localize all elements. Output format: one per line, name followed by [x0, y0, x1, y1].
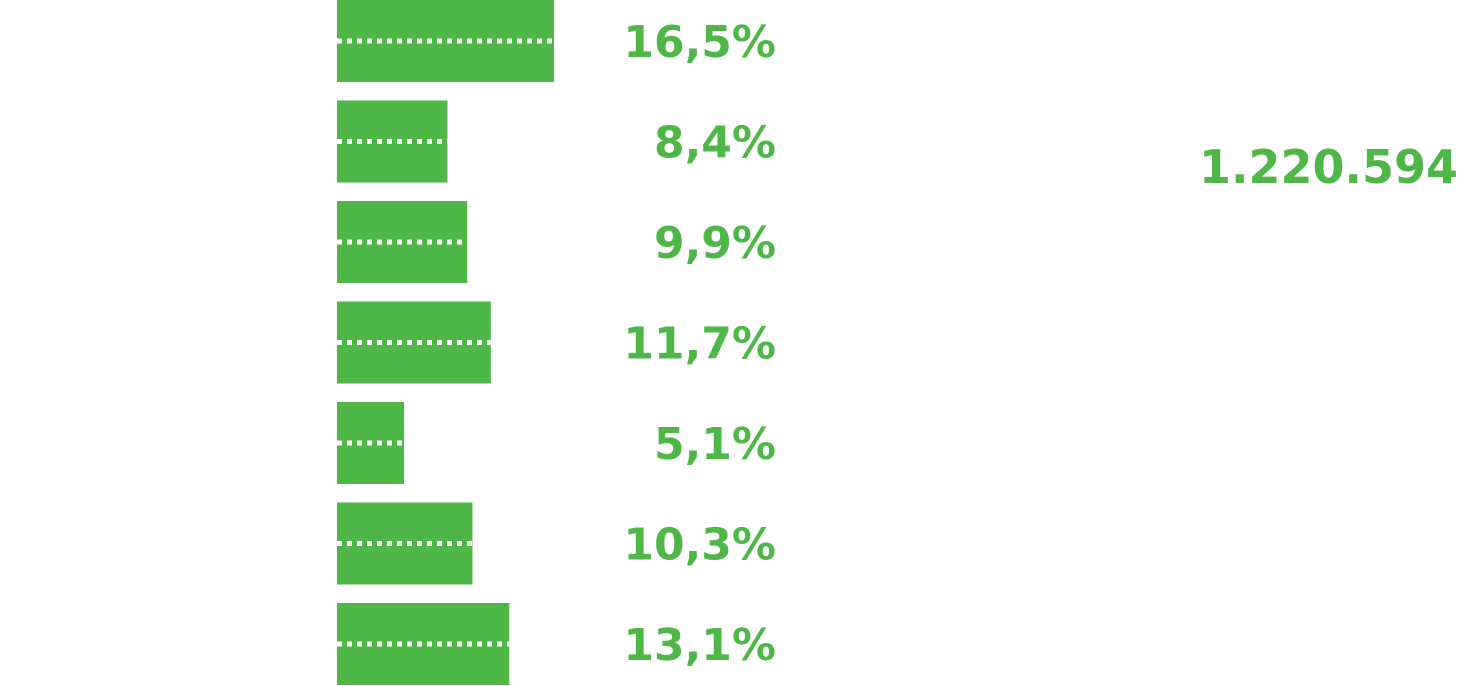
bar-group: 11,7% [337, 301, 776, 384]
bar-group: 9,9% [337, 201, 776, 283]
bar-group: 5,1% [337, 402, 776, 484]
bar-value-label: 11,7% [623, 319, 776, 370]
bar-group: 16,5% [337, 0, 776, 82]
bar-group: 10,3% [337, 502, 776, 585]
bar [337, 603, 510, 685]
bar-value-label: 16,5% [623, 17, 776, 68]
bar-group: 8,4% [337, 100, 776, 183]
bar-value-label: 10,3% [623, 520, 776, 571]
bar-value-label: 8,4% [654, 118, 776, 169]
bar-group: 13,1% [337, 603, 776, 685]
total-value: 1.220.594 [1199, 140, 1458, 194]
bar-value-label: 5,1% [654, 419, 776, 470]
bar-value-label: 9,9% [654, 218, 776, 269]
bar-value-label: 13,1% [623, 620, 776, 671]
bar [337, 301, 491, 384]
